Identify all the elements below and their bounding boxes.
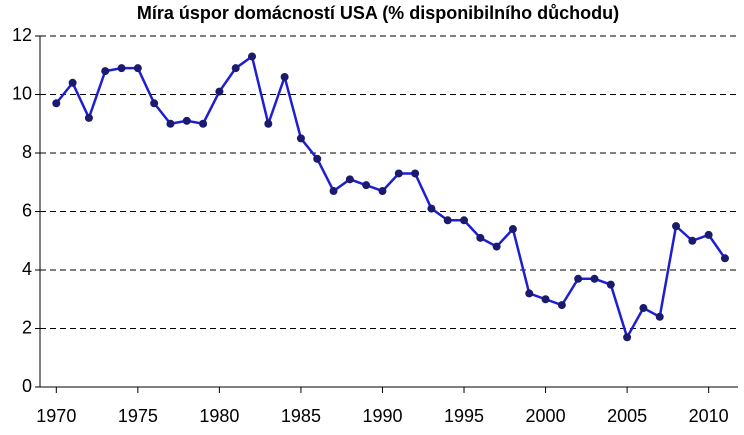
data-point [541,295,550,304]
data-point [476,233,485,242]
x-tick-label: 1970 [36,406,76,426]
data-point [248,52,257,61]
y-tick-label: 2 [22,317,32,337]
x-tick-label: 1985 [281,406,321,426]
chart-title: Míra úspor domácností USA (% disponibiln… [137,3,619,23]
data-point [606,280,615,289]
x-tick-label: 1995 [444,406,484,426]
data-point [199,119,208,128]
data-point [639,304,648,313]
x-tick-label: 1975 [118,406,158,426]
data-point [557,301,566,310]
y-tick-label: 10 [12,83,32,103]
data-point [672,222,681,231]
x-tick-label: 2000 [526,406,566,426]
data-point [101,67,110,76]
y-tick-label: 4 [22,259,32,279]
data-point [117,64,126,73]
data-point [133,64,142,73]
data-point [280,72,289,81]
data-point [394,169,403,178]
data-point [590,274,599,283]
data-point [296,134,305,143]
data-point [84,113,93,122]
data-point [264,119,273,128]
data-point [704,230,713,239]
data-point [720,254,729,263]
data-point [231,64,240,73]
data-point [52,99,61,108]
data-point [427,204,436,213]
data-point [460,216,469,225]
data-point [68,78,77,87]
data-point [345,175,354,184]
data-point [362,181,371,190]
y-tick-label: 8 [22,142,32,162]
data-point [623,333,632,342]
data-point [378,187,387,196]
data-point [182,116,191,125]
y-tick-label: 6 [22,200,32,220]
data-point [525,289,534,298]
data-point [166,119,175,128]
x-tick-label: 1990 [362,406,402,426]
data-point [313,154,322,163]
data-point [329,187,338,196]
data-point [574,274,583,283]
series-line [55,54,726,341]
x-tick-label: 2005 [607,406,647,426]
y-tick-label: 0 [22,376,32,396]
data-point [655,312,664,321]
x-tick-label: 1980 [199,406,239,426]
data-point [150,99,159,108]
x-tick-label: 2010 [689,406,729,426]
data-point [508,225,517,234]
y-tick-label: 12 [12,25,32,45]
data-point [443,216,452,225]
data-point [492,242,501,251]
data-point [688,236,697,245]
data-point [411,169,420,178]
data-point [215,87,224,96]
